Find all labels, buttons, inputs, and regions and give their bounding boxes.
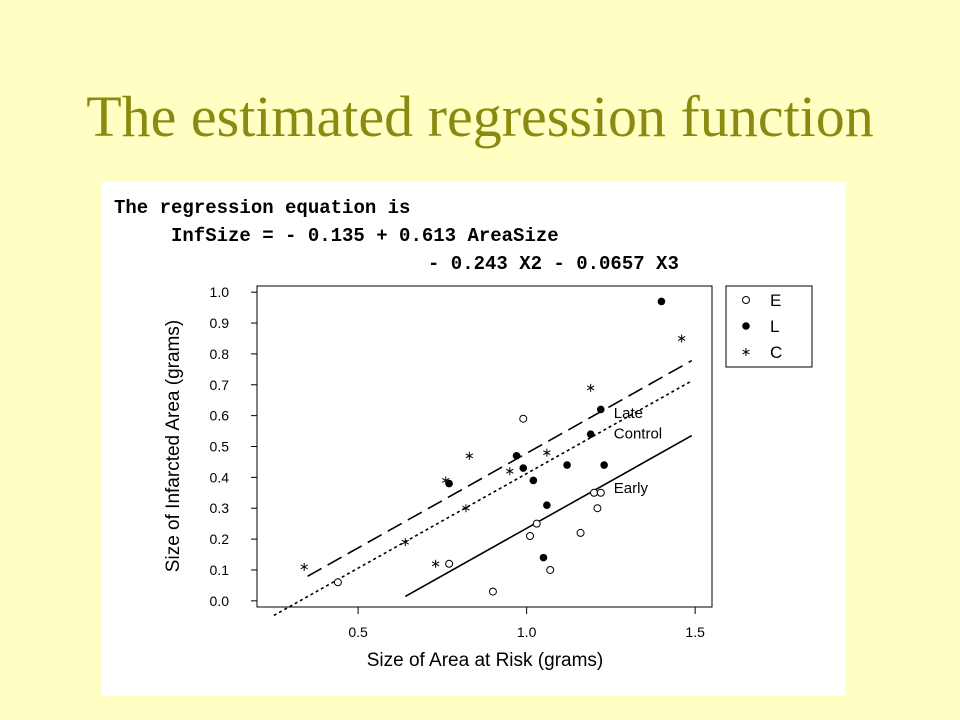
point-l bbox=[543, 501, 551, 509]
y-tick-label: 0.0 bbox=[210, 593, 230, 609]
legend-label-e: E bbox=[770, 291, 781, 310]
equation-line-2: - 0.243 X2 - 0.0657 X3 bbox=[428, 253, 679, 275]
x-axis-label: Size of Area at Risk (grams) bbox=[367, 650, 604, 671]
point-e bbox=[532, 519, 541, 528]
point-l bbox=[539, 553, 548, 562]
data-points bbox=[300, 297, 686, 596]
y-tick-label: 0.9 bbox=[210, 315, 230, 331]
y-tick-label: 1.0 bbox=[210, 284, 230, 300]
point-l bbox=[657, 297, 666, 306]
point-e bbox=[546, 565, 555, 574]
point-c bbox=[465, 451, 474, 460]
legend-box bbox=[725, 285, 813, 368]
fit-line-late bbox=[307, 359, 693, 577]
y-tick-label: 0.1 bbox=[210, 562, 230, 578]
x-tick-label: 1.5 bbox=[685, 624, 705, 640]
point-l bbox=[512, 451, 521, 460]
x-tick-label: 0.5 bbox=[348, 624, 368, 640]
y-tick-label: 0.8 bbox=[210, 346, 230, 362]
equation-heading: The regression equation is bbox=[114, 197, 411, 219]
point-l bbox=[596, 405, 605, 414]
y-tick-label: 0.4 bbox=[210, 469, 230, 485]
point-e bbox=[576, 528, 585, 537]
point-c bbox=[506, 467, 514, 476]
point-c bbox=[677, 334, 686, 343]
point-e bbox=[488, 587, 497, 596]
point-l bbox=[586, 430, 595, 438]
y-axis: 0.0 0.1 0.2 0.3 0.4 0.5 0.6 0.7 0.8 0.9 1.0 bbox=[210, 284, 257, 609]
fit-line-early bbox=[404, 434, 693, 598]
x-tick-label: 1.0 bbox=[517, 624, 537, 640]
y-tick-label: 0.2 bbox=[210, 531, 230, 547]
y-tick-label: 0.7 bbox=[210, 377, 230, 393]
point-e bbox=[519, 414, 528, 423]
plot-frame bbox=[256, 285, 713, 608]
slide-title: The estimated regression function bbox=[86, 84, 874, 149]
y-tick-label: 0.3 bbox=[210, 500, 230, 516]
point-c bbox=[543, 448, 551, 457]
point-l bbox=[600, 461, 608, 469]
legend-label-c: C bbox=[770, 343, 782, 362]
point-l bbox=[519, 464, 528, 472]
point-e bbox=[333, 578, 342, 587]
point-c bbox=[462, 504, 470, 513]
point-c bbox=[442, 476, 450, 485]
output-panel bbox=[102, 182, 846, 696]
point-e bbox=[445, 559, 454, 568]
line-label-late: Late bbox=[614, 405, 643, 422]
point-c bbox=[401, 538, 410, 547]
legend: ELC bbox=[725, 285, 813, 368]
legend-marker-e bbox=[742, 296, 750, 304]
point-l bbox=[529, 476, 538, 485]
point-l bbox=[563, 461, 571, 469]
point-e bbox=[596, 488, 605, 497]
equation-line-1: InfSize = - 0.135 + 0.613 AreaSize bbox=[171, 225, 559, 247]
fitted-lines: Control Late Early bbox=[273, 359, 693, 617]
x-axis: 0.5 1.0 1.5 bbox=[348, 607, 705, 640]
legend-label-l: L bbox=[770, 317, 779, 336]
point-c bbox=[431, 559, 440, 568]
legend-marker-c bbox=[742, 348, 750, 356]
point-e bbox=[593, 504, 602, 513]
line-label-early: Early bbox=[614, 480, 649, 497]
y-tick-label: 0.6 bbox=[210, 408, 230, 424]
point-e bbox=[526, 532, 534, 541]
line-label-control: Control bbox=[614, 425, 662, 442]
fit-line-control bbox=[273, 380, 693, 617]
y-tick-label: 0.5 bbox=[210, 439, 230, 455]
point-c bbox=[586, 383, 595, 392]
legend-marker-l bbox=[742, 322, 750, 330]
point-e bbox=[590, 488, 599, 497]
y-axis-label: Size of Infarcted Area (grams) bbox=[163, 320, 184, 572]
point-c bbox=[300, 562, 308, 571]
